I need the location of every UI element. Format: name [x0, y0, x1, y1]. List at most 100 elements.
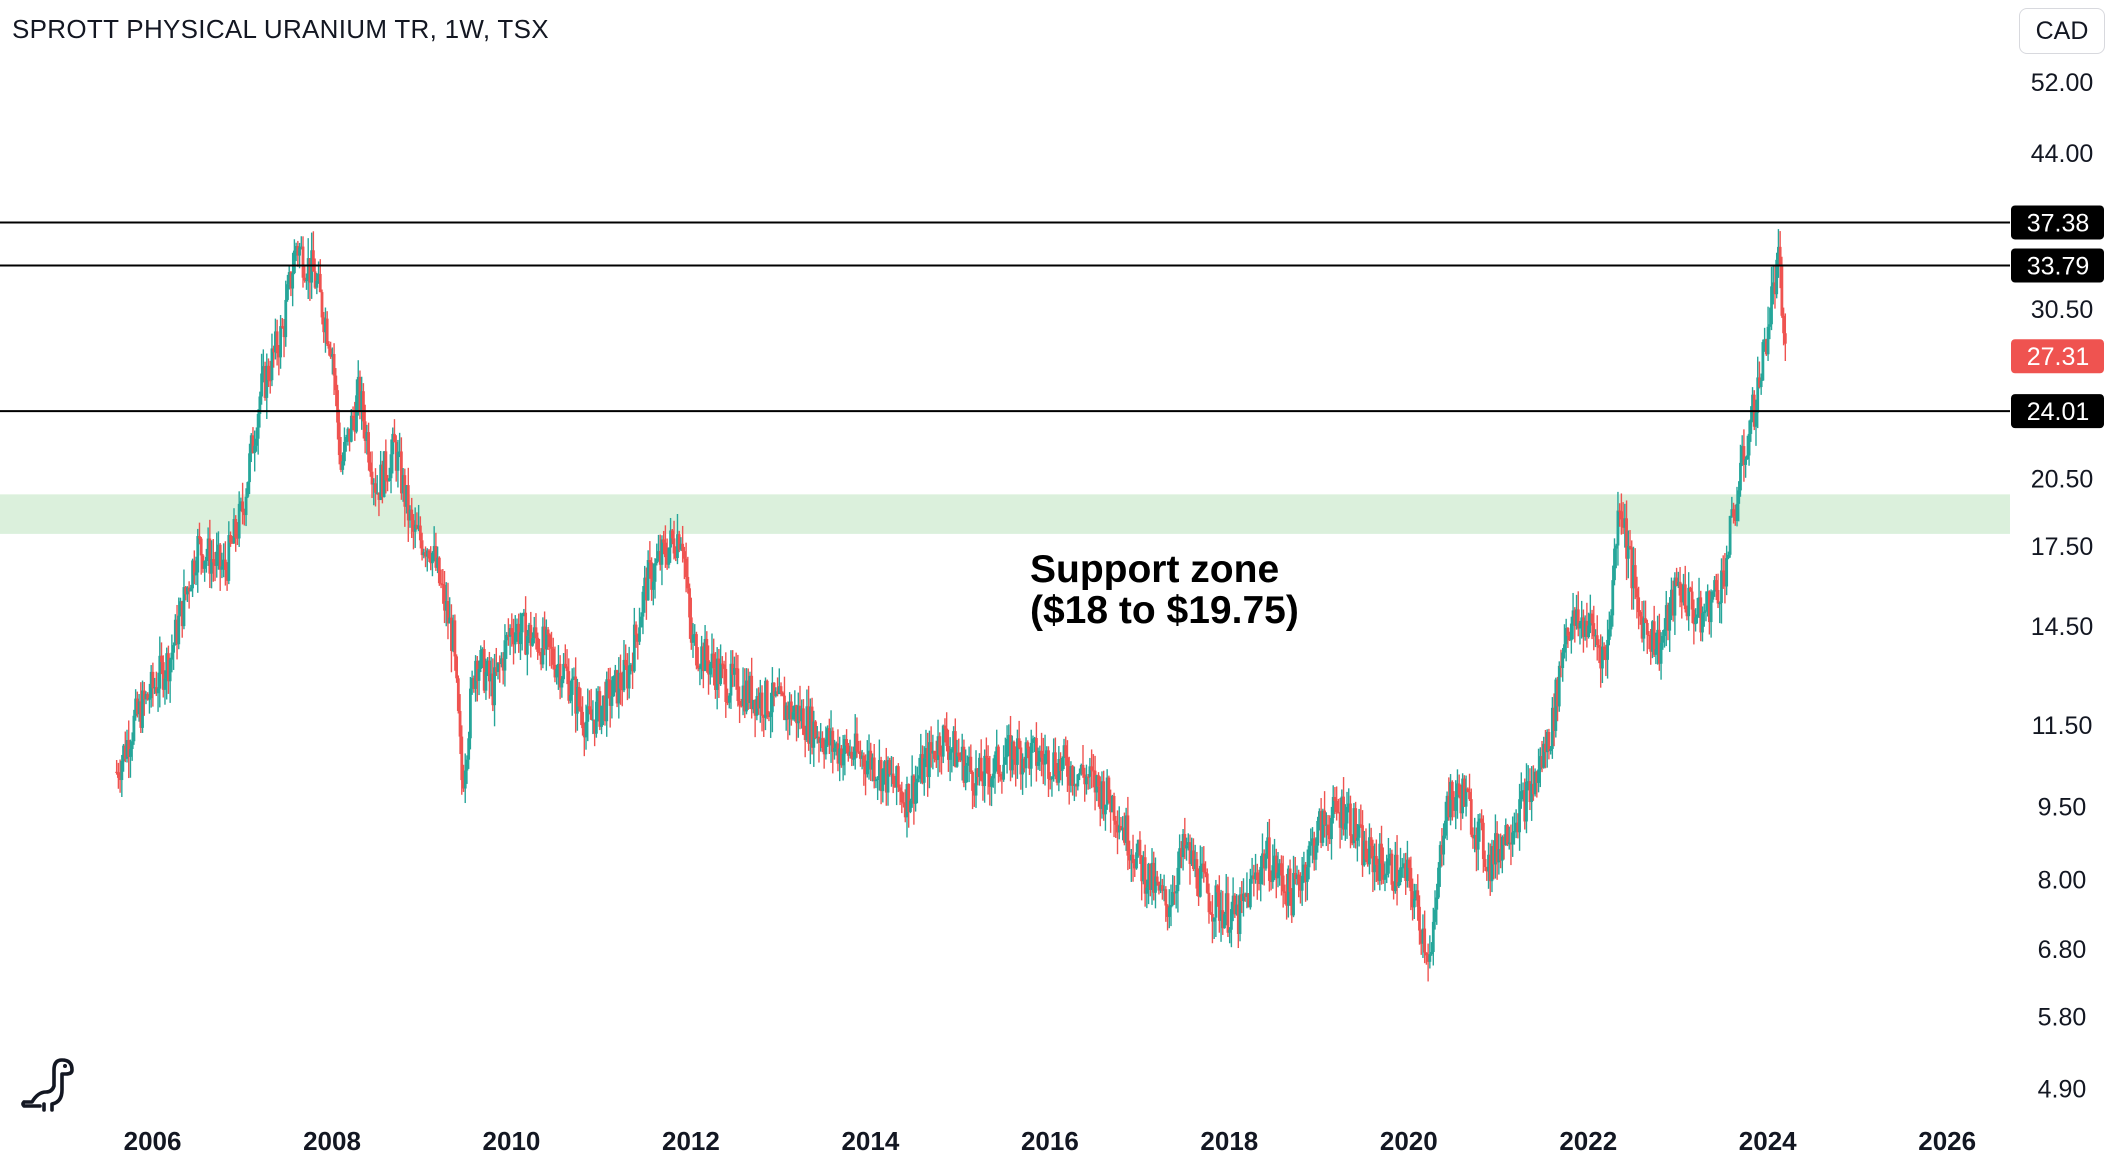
- candle-body: [1423, 928, 1427, 953]
- candle-body: [1219, 910, 1223, 921]
- candle-body: [229, 535, 232, 543]
- candle-body: [1297, 874, 1301, 885]
- candle-body: [765, 680, 769, 715]
- candle-body: [688, 588, 691, 618]
- candle-body: [1100, 781, 1104, 809]
- candle-body: [1318, 811, 1321, 821]
- candle-body: [1761, 342, 1765, 381]
- candle-body: [1069, 766, 1073, 786]
- candle-body: [1116, 824, 1119, 833]
- candle-body: [1573, 610, 1577, 626]
- candle-body: [821, 738, 824, 749]
- candle-body: [758, 692, 762, 709]
- candle-body: [506, 634, 510, 637]
- candle-body: [463, 770, 467, 789]
- candle-body: [1744, 459, 1748, 465]
- candle-body: [1754, 412, 1758, 427]
- candle-body: [222, 559, 226, 567]
- candle-body: [1666, 605, 1670, 631]
- candle-body: [943, 725, 947, 729]
- candle-body: [1074, 784, 1078, 787]
- candle-body: [330, 354, 334, 357]
- candle-body: [175, 619, 179, 645]
- candle-body: [1031, 738, 1035, 743]
- candle-body: [1670, 589, 1673, 604]
- candle-body: [1211, 913, 1214, 922]
- candle-body: [1190, 850, 1194, 865]
- candle-body: [396, 452, 400, 471]
- candle-body: [1775, 259, 1779, 295]
- candle-body: [246, 482, 250, 497]
- candle-body: [895, 766, 899, 788]
- candle-body: [729, 663, 733, 696]
- candle-body: [1742, 446, 1746, 465]
- candle-body: [581, 711, 584, 729]
- candle-body: [187, 587, 191, 592]
- candle-body: [800, 708, 804, 722]
- candle-body: [1071, 766, 1075, 786]
- candle-body: [1299, 884, 1302, 891]
- candle-body: [1576, 609, 1580, 629]
- candle-body: [341, 461, 345, 470]
- currency-button[interactable]: CAD: [2019, 8, 2105, 54]
- y-axis[interactable]: 52.00 44.00 30.50 20.50 17.50 14.50 11.50 9.50 8…: [2011, 69, 2104, 1104]
- candle-body: [593, 719, 597, 734]
- candle-body: [1343, 823, 1347, 830]
- candle-body: [1062, 745, 1066, 759]
- candle-body: [1462, 778, 1466, 807]
- x-axis[interactable]: 2006 2008 2010 2012 2014 2016 2018 2020 2022 2024…: [124, 1126, 1976, 1156]
- candle-body: [807, 706, 811, 744]
- candle-body: [380, 464, 384, 498]
- candle-body: [1404, 863, 1408, 881]
- candle-body: [1342, 796, 1345, 830]
- candle-body: [1081, 764, 1085, 775]
- candle-body: [774, 691, 778, 696]
- candle-body: [1487, 854, 1490, 872]
- candle-body: [997, 746, 1000, 775]
- candle-body: [441, 583, 445, 586]
- candle-body: [1713, 580, 1716, 592]
- candle-body: [1119, 825, 1123, 831]
- candle-body: [857, 751, 861, 753]
- candle-body: [491, 673, 495, 706]
- last-price-badge: [2011, 339, 2104, 374]
- candle-body: [1238, 894, 1242, 935]
- candle-body: [862, 755, 866, 767]
- candle-body: [667, 547, 671, 565]
- candle-body: [605, 679, 609, 722]
- candle-body: [557, 663, 560, 669]
- candle-body: [1495, 833, 1499, 863]
- candle-body: [869, 750, 873, 770]
- candle-body: [1566, 627, 1570, 636]
- candle-body: [1335, 800, 1339, 813]
- candle-body: [1079, 764, 1083, 774]
- candle-body: [1602, 646, 1606, 650]
- candle-body: [1128, 855, 1131, 861]
- candle-body: [194, 572, 198, 576]
- candle-body: [615, 670, 619, 704]
- candle-body: [1704, 610, 1708, 612]
- candle-body: [938, 736, 942, 756]
- candle-body: [1028, 748, 1031, 769]
- candle-body: [674, 553, 678, 559]
- candle-body: [695, 634, 698, 666]
- x-tick-label: 2014: [841, 1126, 899, 1156]
- candle-body: [1340, 796, 1344, 828]
- candle-body: [662, 539, 666, 543]
- candle-body: [168, 659, 172, 682]
- candle-body: [223, 559, 227, 570]
- y-tick-label: 44.00: [2031, 140, 2094, 168]
- candle-body: [1195, 859, 1199, 889]
- candle-body: [691, 634, 695, 643]
- y-tick-label: 5.80: [2038, 1004, 2087, 1032]
- candle-body: [940, 755, 943, 757]
- candle-body: [1202, 863, 1206, 873]
- candle-body: [562, 663, 565, 680]
- candle-body: [1601, 646, 1604, 669]
- candle-body: [995, 746, 999, 755]
- candle-body: [160, 655, 163, 663]
- candle-body: [494, 667, 498, 673]
- candle-body: [1002, 764, 1006, 780]
- candle-body: [1126, 815, 1130, 856]
